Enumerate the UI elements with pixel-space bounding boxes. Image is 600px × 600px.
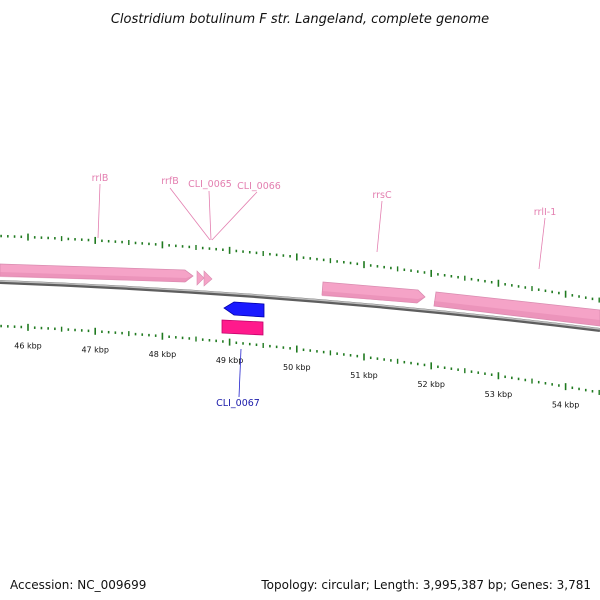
scale-label: 48 kbp [149,350,177,359]
svg-text:CLI_0066: CLI_0066 [237,181,281,192]
scale-label: 50 kbp [283,363,311,372]
label-rrsC[interactable]: rrsC [372,190,392,253]
genome-summary-text: Topology: circular; Length: 3,995,387 bp… [261,578,591,592]
scale-label: 51 kbp [350,371,378,380]
feature-rrfB[interactable] [196,270,205,286]
inner-tick-ring [0,323,600,395]
feature-cli-0067-reverse[interactable] [221,319,264,336]
label-cli-0065[interactable]: CLI_0065 [188,179,232,241]
scale-label: 52 kbp [417,380,445,389]
feature-cli-0065[interactable] [203,270,213,287]
label-cli-0066[interactable]: CLI_0066 [211,181,281,241]
svg-text:CLI_0067: CLI_0067 [216,398,260,409]
label-rrlB[interactable]: rrlB [92,173,109,239]
accession-text: Accession: NC_009699 [10,578,147,592]
svg-text:rrfB: rrfB [161,176,179,187]
scale-label: 53 kbp [485,390,513,399]
svg-text:CLI_0065: CLI_0065 [188,179,232,190]
outer-tick-ring [0,233,600,303]
backbone-track [0,280,600,332]
feature-rrsC[interactable] [321,281,426,304]
scale-label: 47 kbp [81,345,109,354]
scale-label: 49 kbp [216,356,244,365]
map-title: Clostridium botulinum F str. Langeland, … [111,12,489,27]
label-rrlI-1[interactable]: rrlI-1 [534,207,557,270]
backbone-highlight [0,280,600,330]
scale-label: 54 kbp [552,401,580,410]
label-rrfB[interactable]: rrfB [161,176,211,241]
svg-text:rrlB: rrlB [92,173,109,184]
label-cli-0067[interactable]: CLI_0067 [216,348,260,409]
scale-label: 46 kbp [14,341,42,350]
svg-text:rrsC: rrsC [372,190,392,201]
scale-labels: 46 kbp 47 kbp 48 kbp 49 kbp 50 kbp 51 kbp 52 k… [14,341,579,409]
feature-rrlB[interactable] [0,263,194,283]
feature-rrlI-1[interactable] [433,291,600,327]
feature-cli-0067-forward[interactable] [223,301,265,318]
svg-text:rrlI-1: rrlI-1 [534,207,557,218]
